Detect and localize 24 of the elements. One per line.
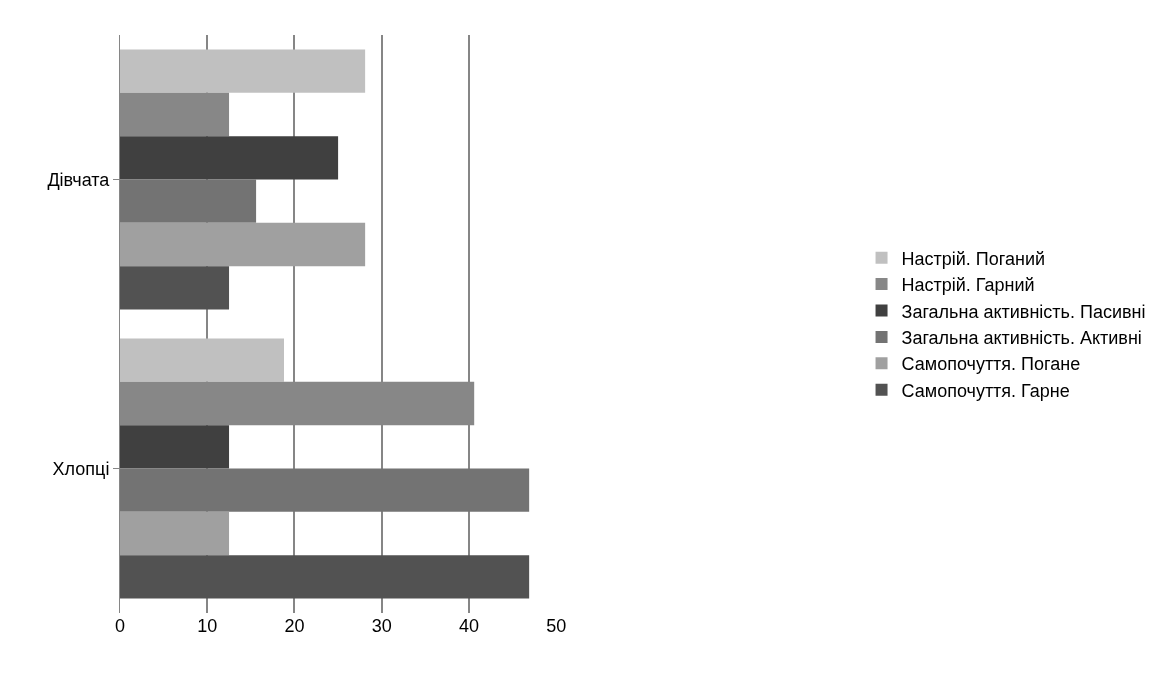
bar: [120, 425, 230, 469]
x-tick-label: 0: [114, 616, 126, 636]
x-tick-label: 50: [546, 616, 567, 636]
x-tick-label: 40: [458, 616, 479, 636]
bar: [120, 222, 366, 267]
bar: [120, 468, 530, 512]
y-tick-label: Дівчата: [47, 169, 111, 190]
bar: [120, 511, 230, 556]
legend-label: Самопочуття. Гарне: [901, 380, 1070, 401]
legend-label: Настрій. Гарний: [901, 275, 1035, 296]
bar: [120, 49, 366, 93]
bar: [120, 555, 530, 599]
bar: [120, 338, 285, 382]
x-tick-label: 20: [284, 616, 305, 636]
bar: [120, 136, 339, 180]
legend-label: Самопочуття. Погане: [901, 354, 1081, 375]
legend-label: Настрій. Поганий: [901, 248, 1046, 269]
y-tick-label: Хлопці: [52, 458, 110, 479]
x-tick-label: 30: [371, 616, 392, 636]
legend-label: Загальна активність. Активні: [901, 327, 1142, 348]
x-tick-label: 10: [197, 616, 218, 636]
bar: [120, 179, 257, 223]
legend-label: Загальна активність. Пасивні: [901, 301, 1146, 322]
bar: [120, 266, 230, 310]
